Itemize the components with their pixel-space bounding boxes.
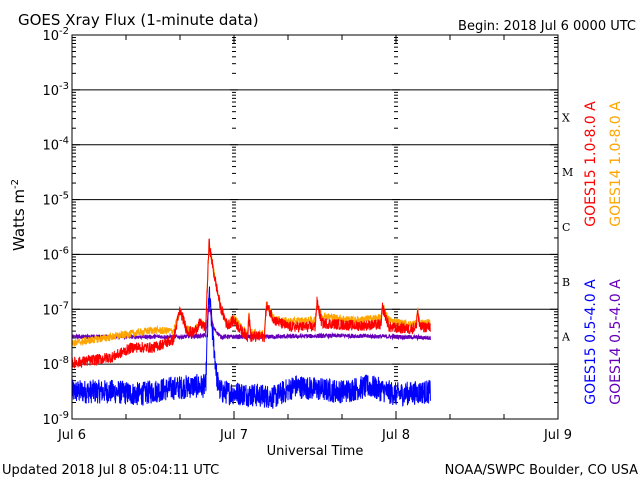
flare-class-labels: X M C B A (561, 111, 573, 343)
legend-entry: GOES14 0.5-4.0 A (608, 279, 624, 405)
legend: GOES15 0.5-4.0 A GOES14 0.5-4.0 A GOES14 1… (583, 101, 624, 405)
y-tick-label: 10-7 (42, 300, 69, 318)
y-tick-labels: 10-2 10-3 10-4 10-5 10-6 10-7 10-8 10-9 (42, 26, 69, 428)
y-tick-label: 10-8 (42, 355, 69, 373)
flare-class-A: A (561, 331, 571, 344)
updated-timestamp: Updated 2018 Jul 8 05:04:11 UTC (2, 463, 219, 478)
credit-label: NOAA/SWPC Boulder, CO USA (445, 463, 638, 478)
series-line-goes15-1-0-8-0-a (71, 238, 431, 369)
y-tick-label: 10-4 (42, 136, 69, 154)
grid-lines (72, 89, 558, 365)
flare-class-M: M (562, 166, 573, 179)
series-group (71, 238, 431, 409)
x-tick-label: Jul 9 (543, 428, 572, 443)
flare-class-C: C (562, 221, 570, 234)
chart-title: GOES Xray Flux (1-minute data) (18, 11, 259, 29)
x-tick-label: Jul 7 (219, 428, 248, 443)
begin-label: Begin: 2018 Jul 6 0000 UTC (458, 19, 636, 34)
y-tick-label: 10-5 (42, 191, 69, 209)
y-tick-label: 10-2 (42, 26, 69, 44)
legend-entry: GOES15 1.0-8.0 A (583, 101, 599, 227)
y-tick-label: 10-6 (42, 245, 69, 263)
x-tick-label: Jul 8 (381, 428, 410, 443)
flare-class-X: X (562, 111, 570, 124)
series-line-goes14-1-0-8-0-a (71, 240, 431, 347)
series-line-goes15-0-5-4-0-a (71, 286, 431, 409)
y-tick-label: 10-9 (42, 410, 69, 428)
x-tick-labels: Jul 6 Jul 7 Jul 8 Jul 9 (57, 428, 572, 443)
plot-frame (71, 34, 559, 420)
flare-class-B: B (562, 276, 570, 289)
legend-entry: GOES14 1.0-8.0 A (608, 101, 624, 227)
x-tick-label: Jul 6 (57, 428, 86, 443)
axis-ticks (71, 35, 559, 420)
y-tick-label: 10-3 (42, 81, 69, 99)
x-axis-label: Universal Time (267, 444, 364, 459)
y-axis-label: Watts m-2 (10, 179, 28, 251)
legend-entry: GOES15 0.5-4.0 A (583, 279, 599, 405)
